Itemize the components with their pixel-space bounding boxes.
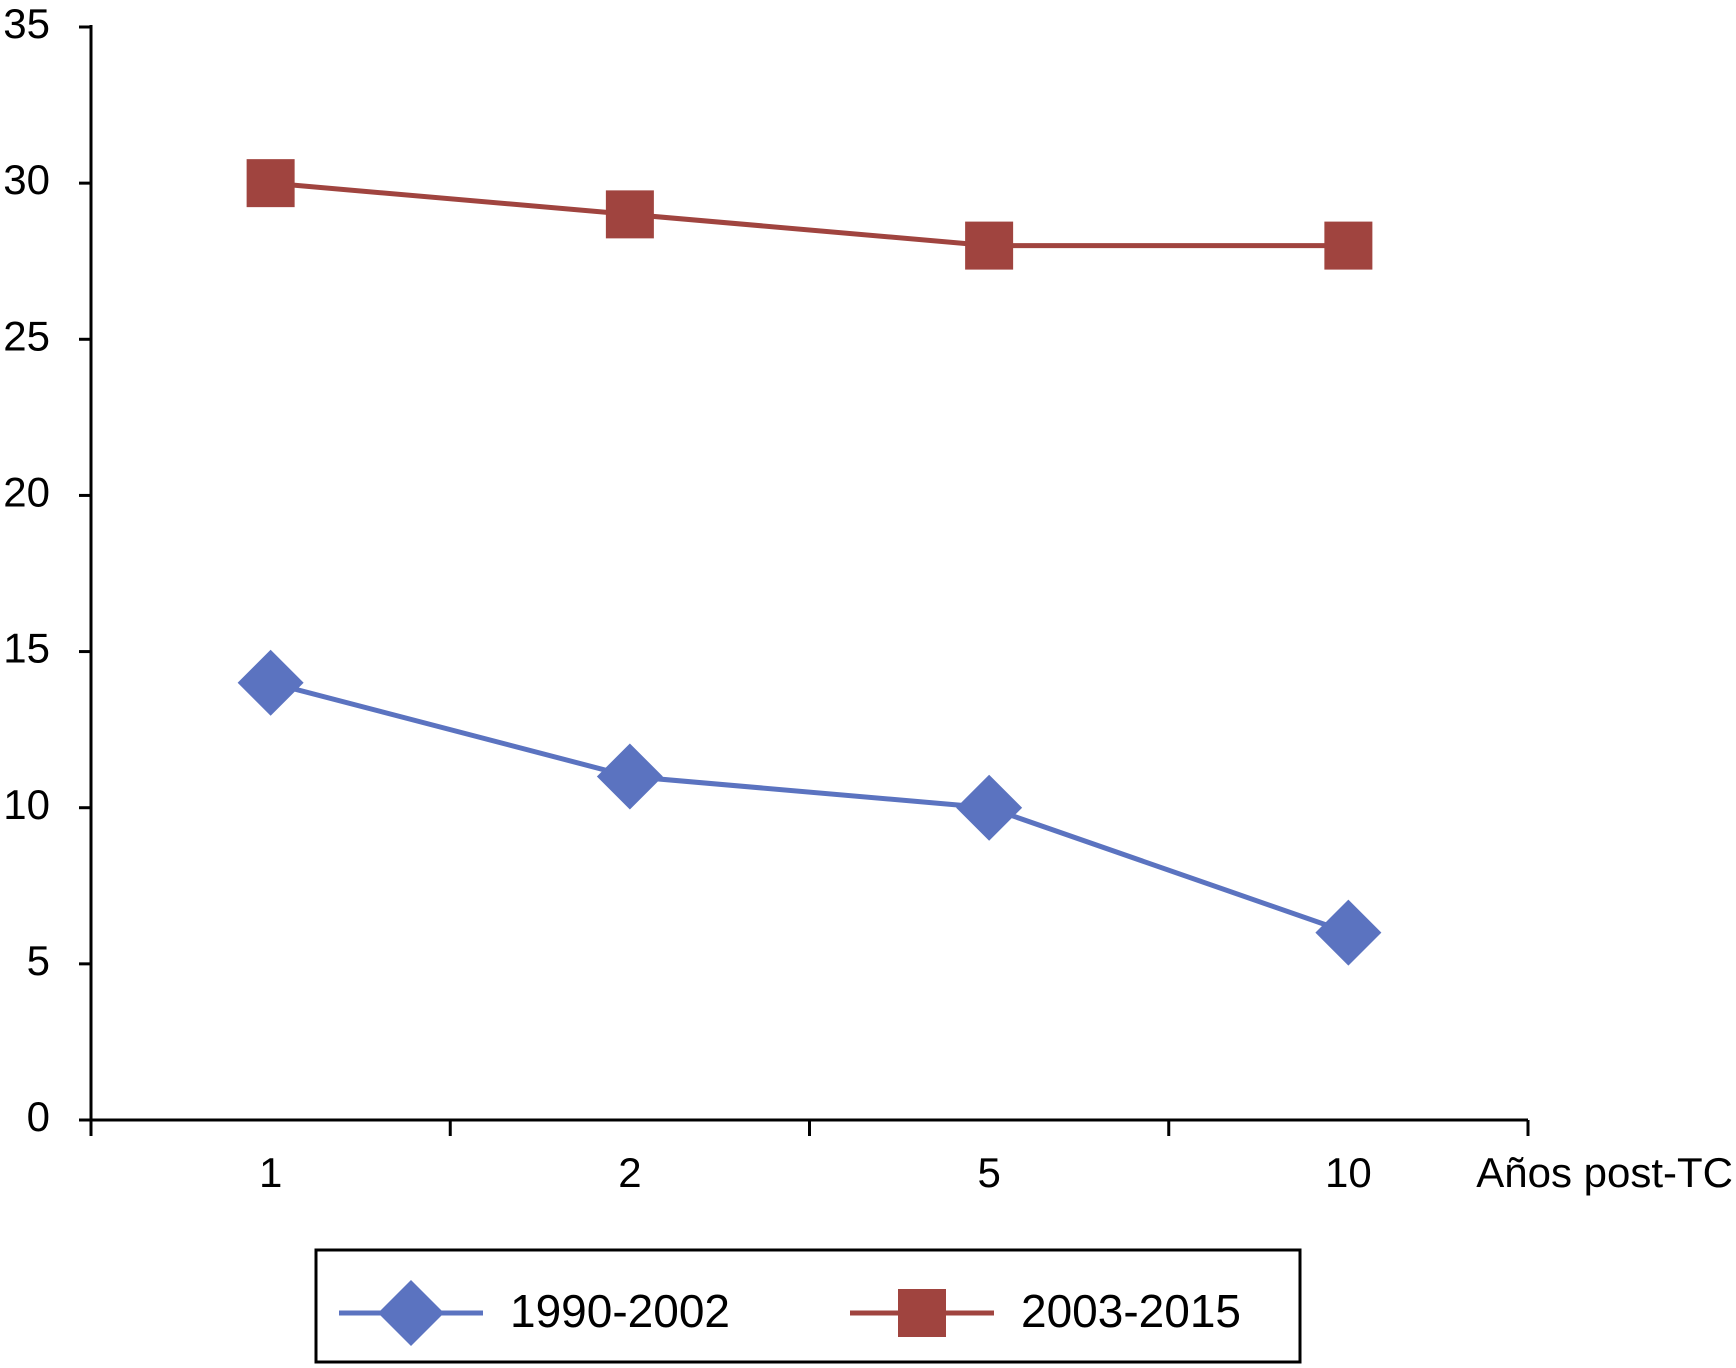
y-tick-label: 5 <box>27 937 50 984</box>
legend-marker <box>378 1280 444 1346</box>
y-tick-label: 0 <box>27 1093 50 1140</box>
legend-label: 1990-2002 <box>510 1285 730 1337</box>
x-tick-label: 5 <box>977 1149 1000 1196</box>
series-line <box>270 180 1349 249</box>
x-axis-label: Años post-TC <box>1476 1149 1733 1196</box>
marker <box>965 221 1014 270</box>
y-tick-label: 35 <box>3 0 50 47</box>
x-tick-label: 10 <box>1325 1149 1372 1196</box>
legend-box <box>314 1248 1302 1364</box>
legend-label: 2003-2015 <box>1021 1285 1241 1337</box>
y-tick-label: 15 <box>3 625 50 672</box>
y-tick-label: 10 <box>3 781 50 828</box>
marker <box>1315 899 1382 966</box>
marker <box>246 159 295 208</box>
y-tick-label: 25 <box>3 312 50 359</box>
legend-marker <box>898 1289 946 1337</box>
marker <box>1324 221 1373 270</box>
y-tick-label: 30 <box>3 156 50 203</box>
marker <box>605 190 654 239</box>
x-tick-label: 1 <box>259 1149 282 1196</box>
x-tick-label: 2 <box>618 1149 641 1196</box>
marker <box>596 743 663 810</box>
marker <box>956 774 1023 841</box>
marker <box>237 649 304 716</box>
series-line <box>269 680 1350 935</box>
y-tick-label: 20 <box>3 469 50 516</box>
